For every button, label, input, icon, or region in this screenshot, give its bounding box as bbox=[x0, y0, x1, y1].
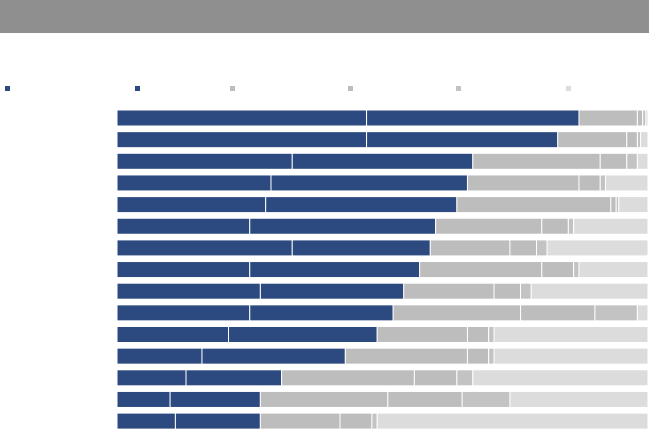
bar-segment bbox=[435, 217, 543, 235]
bar-segment bbox=[116, 217, 251, 235]
bar-segment bbox=[265, 196, 458, 214]
bar-segment bbox=[541, 261, 575, 279]
bar-segment bbox=[645, 109, 649, 127]
bar-segment bbox=[573, 261, 580, 279]
bar-segment bbox=[429, 239, 511, 257]
bar-segment bbox=[520, 304, 596, 322]
header-bar bbox=[0, 0, 649, 33]
bar-segment bbox=[116, 326, 230, 343]
bar-segment bbox=[541, 217, 569, 235]
legend-marker bbox=[135, 86, 140, 91]
bar-segment bbox=[291, 239, 431, 257]
bar-segment bbox=[228, 326, 378, 343]
bar-segment bbox=[636, 152, 649, 170]
bar-segment bbox=[116, 152, 293, 170]
bar-segment bbox=[472, 152, 601, 170]
bar-segment bbox=[403, 282, 495, 300]
bar-segment bbox=[456, 196, 612, 214]
bar-segment bbox=[392, 304, 522, 322]
bar-segment bbox=[185, 369, 283, 387]
bar-segment bbox=[493, 326, 649, 343]
bar-segment bbox=[116, 131, 368, 149]
bar-segment bbox=[578, 174, 601, 192]
bar-segment bbox=[116, 196, 267, 214]
bar-segment bbox=[387, 390, 463, 408]
bar-segment bbox=[281, 369, 415, 387]
bar-segment bbox=[530, 282, 649, 300]
legend-marker bbox=[566, 86, 571, 91]
bar-segment bbox=[557, 131, 628, 149]
bar-segment bbox=[259, 282, 405, 300]
bar-segment bbox=[116, 109, 368, 127]
bar-segment bbox=[461, 390, 511, 408]
bar-segment bbox=[259, 390, 389, 408]
bar-segment bbox=[116, 282, 261, 300]
bar-segment bbox=[488, 326, 495, 343]
bar-segment bbox=[599, 152, 628, 170]
bar-segment bbox=[626, 152, 638, 170]
bar-segment bbox=[376, 326, 468, 343]
bar-segment bbox=[578, 261, 649, 279]
bar-segment bbox=[493, 282, 522, 300]
bar-segment bbox=[599, 174, 607, 192]
bar-segment bbox=[366, 109, 580, 127]
bar-segment bbox=[259, 412, 341, 430]
bar-segment bbox=[636, 109, 644, 127]
bar-segment bbox=[376, 412, 649, 430]
legend-marker bbox=[348, 86, 353, 91]
bar-segment bbox=[344, 347, 468, 365]
bar-segment bbox=[472, 369, 649, 387]
bar-segment bbox=[270, 174, 468, 192]
bar-segment bbox=[419, 261, 543, 279]
bar-segment bbox=[339, 412, 373, 430]
bar-segment bbox=[116, 347, 203, 365]
bar-segment bbox=[366, 131, 559, 149]
bar-segment bbox=[567, 217, 575, 235]
bar-segment bbox=[201, 347, 346, 365]
bar-segment bbox=[610, 196, 617, 214]
bar-segment bbox=[509, 239, 537, 257]
bar-segment bbox=[573, 217, 649, 235]
bar-segment bbox=[535, 239, 548, 257]
bar-segment bbox=[116, 239, 293, 257]
bar-segment bbox=[466, 347, 490, 365]
bar-segment bbox=[116, 304, 251, 322]
bar-segment bbox=[456, 369, 474, 387]
bar-segment bbox=[546, 239, 649, 257]
bar-segment bbox=[640, 131, 649, 149]
bar-segment bbox=[116, 369, 187, 387]
legend-marker bbox=[5, 86, 10, 91]
bar-segment bbox=[169, 390, 261, 408]
bar-segment bbox=[509, 390, 649, 408]
bar-segment bbox=[493, 347, 649, 365]
bar-segment bbox=[578, 109, 638, 127]
bar-segment bbox=[413, 369, 458, 387]
bar-segment bbox=[636, 304, 649, 322]
bar-segment bbox=[626, 131, 638, 149]
bar-segment bbox=[116, 261, 251, 279]
bar-segment bbox=[249, 304, 394, 322]
legend-marker bbox=[230, 86, 235, 91]
bar-segment bbox=[466, 174, 580, 192]
bar-segment bbox=[291, 152, 474, 170]
bar-segment bbox=[371, 412, 378, 430]
bar-segment bbox=[520, 282, 532, 300]
bar-segment bbox=[174, 412, 261, 430]
bar-segment bbox=[466, 326, 490, 343]
bar-segment bbox=[116, 412, 176, 430]
bar-segment bbox=[249, 261, 421, 279]
bar-segment bbox=[594, 304, 638, 322]
bar-segment bbox=[249, 217, 437, 235]
bar-segment bbox=[605, 174, 649, 192]
bar-segment bbox=[116, 174, 272, 192]
bar-segment bbox=[116, 390, 171, 408]
bar-segment bbox=[488, 347, 495, 365]
legend-marker bbox=[456, 86, 461, 91]
bar-segment bbox=[618, 196, 649, 214]
